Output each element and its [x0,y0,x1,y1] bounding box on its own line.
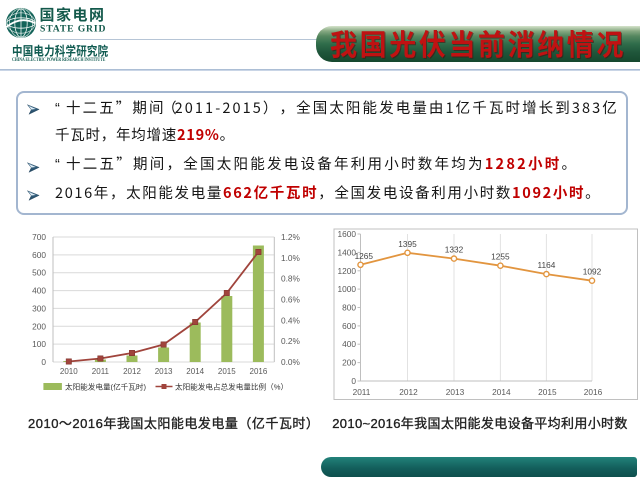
svg-text:1332: 1332 [445,245,464,255]
svg-text:2011: 2011 [92,367,110,376]
svg-text:0.6%: 0.6% [281,295,301,305]
svg-text:0.0%: 0.0% [281,357,301,367]
svg-text:2016: 2016 [584,387,603,397]
svg-text:1395: 1395 [398,239,417,249]
svg-text:0.2%: 0.2% [281,336,301,346]
svg-text:2013: 2013 [446,387,465,397]
svg-text:2012: 2012 [399,387,418,397]
svg-text:700: 700 [32,232,46,242]
svg-text:1.2%: 1.2% [281,232,301,242]
svg-text:200: 200 [342,358,356,368]
svg-text:1200: 1200 [338,266,357,276]
svg-text:400: 400 [342,339,356,349]
svg-text:2014: 2014 [492,387,511,397]
svg-text:2016: 2016 [250,367,268,376]
svg-text:1400: 1400 [338,247,357,257]
svg-text:800: 800 [342,303,356,313]
svg-text:500: 500 [32,268,46,278]
svg-text:0.8%: 0.8% [281,274,301,284]
svg-text:1255: 1255 [491,252,510,262]
svg-text:2012: 2012 [123,367,141,376]
svg-text:2011: 2011 [353,387,371,397]
svg-text:600: 600 [32,250,46,260]
svg-text:0: 0 [351,376,356,386]
svg-text:400: 400 [32,286,46,296]
svg-text:0: 0 [41,357,46,367]
svg-text:2015: 2015 [218,367,236,376]
svg-text:600: 600 [342,321,356,331]
svg-text:1092: 1092 [583,267,602,277]
svg-text:2014: 2014 [186,367,204,376]
svg-text:2010: 2010 [60,367,78,376]
svg-text:1265: 1265 [355,251,374,261]
svg-text:200: 200 [32,321,46,331]
svg-text:300: 300 [32,303,46,313]
svg-text:太阳能发电量(亿千瓦时): 太阳能发电量(亿千瓦时) [65,382,146,392]
svg-text:1164: 1164 [537,260,555,270]
svg-text:太阳能发电占总发电量比例（%）: 太阳能发电占总发电量比例（%） [175,382,288,392]
svg-text:1000: 1000 [338,284,357,294]
svg-text:1.0%: 1.0% [281,253,301,263]
svg-text:1600: 1600 [338,229,357,239]
svg-text:2015: 2015 [538,387,557,397]
svg-text:2013: 2013 [155,367,173,376]
svg-text:100: 100 [32,339,46,349]
svg-text:0.4%: 0.4% [281,315,301,325]
